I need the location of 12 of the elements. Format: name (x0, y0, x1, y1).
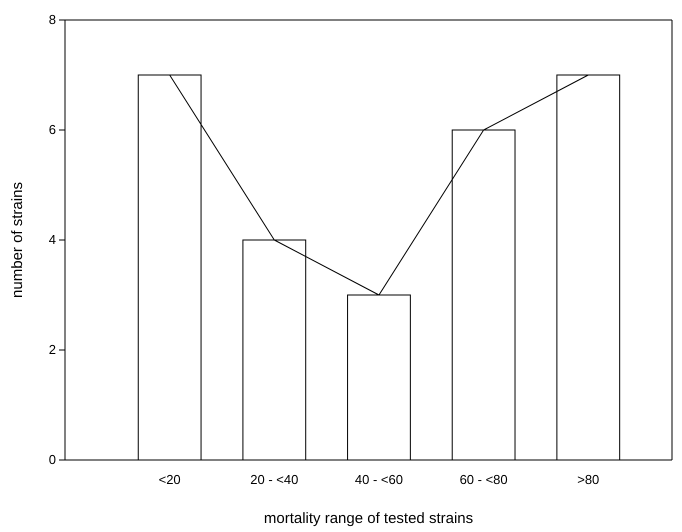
x-tick-label: 60 - <80 (460, 472, 508, 487)
x-axis-title: mortality range of tested strains (264, 510, 474, 527)
x-tick-label: <20 (158, 472, 181, 487)
x-tick-label: >80 (577, 472, 600, 487)
y-tick-label: 2 (48, 342, 56, 358)
x-tick-label: 40 - <60 (354, 472, 404, 487)
y-tick-label: 4 (48, 232, 56, 248)
y-axis-title: number of strains (9, 182, 26, 298)
y-tick-label: 8 (48, 12, 56, 28)
y-tick-label: 0 (48, 452, 56, 468)
y-tick-label: 6 (48, 122, 56, 138)
x-tick-label: 20 - <40 (250, 472, 298, 487)
